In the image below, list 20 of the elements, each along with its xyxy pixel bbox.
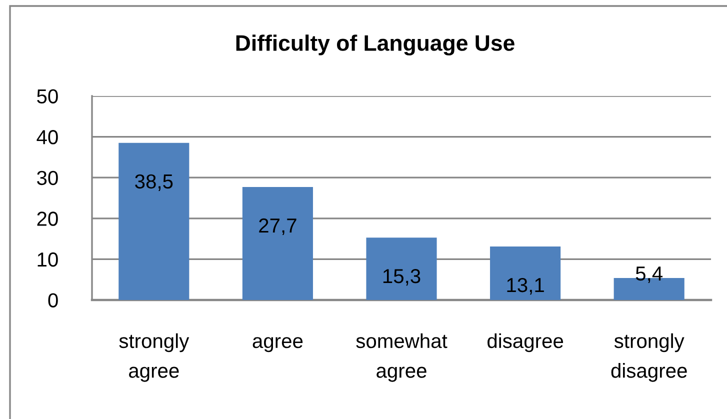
y-tick-label: 40 bbox=[36, 130, 58, 144]
bar bbox=[118, 142, 190, 300]
bar bbox=[490, 246, 561, 300]
data-label: 27,7 bbox=[259, 218, 296, 236]
x-tick-label: disagree bbox=[488, 333, 564, 352]
y-tick-label: 50 bbox=[37, 89, 58, 104]
bar bbox=[366, 238, 437, 300]
y-tick-label: 0 bbox=[48, 293, 58, 308]
data-label: 15,3 bbox=[383, 269, 420, 286]
x-tick-label: somewhat agree bbox=[356, 333, 448, 382]
chart-title: Difficulty of Language Use bbox=[236, 34, 514, 56]
bar bbox=[242, 186, 313, 300]
data-label: 38,5 bbox=[135, 174, 173, 191]
data-label: 13,1 bbox=[507, 278, 544, 295]
y-tick-label: 30 bbox=[37, 170, 58, 186]
x-tick-label: agree bbox=[252, 337, 303, 352]
x-tick-label: strongly agree bbox=[119, 333, 190, 382]
x-tick-label: strongly disagree bbox=[611, 333, 687, 382]
y-tick-label: 20 bbox=[37, 212, 58, 226]
y-tick-label: 10 bbox=[38, 252, 58, 267]
